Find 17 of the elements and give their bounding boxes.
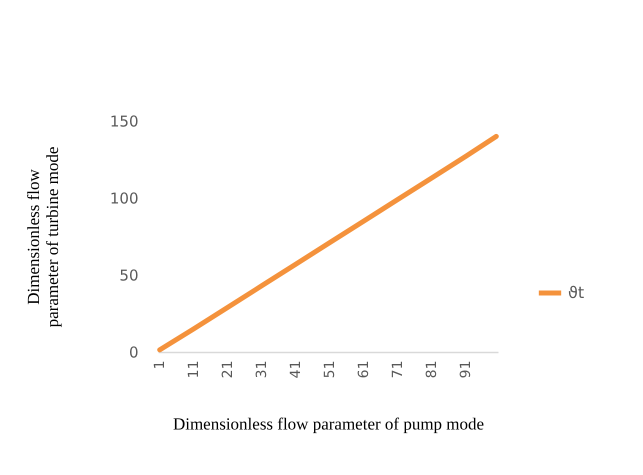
- x-tick-label: 51: [322, 360, 338, 378]
- y-tick-label: 100: [110, 190, 138, 208]
- x-tick-label: 61: [356, 360, 372, 378]
- x-axis-title: Dimensionless flow parameter of pump mode: [172, 414, 484, 434]
- x-tick-label: 21: [220, 360, 236, 378]
- x-tick-label: 11: [186, 360, 202, 378]
- y-tick-label: 50: [119, 266, 138, 284]
- x-tick-label: 91: [458, 360, 474, 378]
- x-tick-label: 81: [424, 360, 440, 378]
- x-tick-label: 1: [152, 360, 168, 370]
- y-tick-label: 150: [110, 112, 138, 130]
- x-tick-label: 71: [390, 360, 406, 378]
- y-tick-label: 0: [128, 344, 138, 362]
- y-axis-title: Dimensionless flow parameter of turbine mode: [24, 146, 62, 328]
- x-tick-label: 41: [288, 360, 304, 378]
- legend-label: ϑt: [568, 283, 584, 302]
- x-tick-label: 31: [254, 360, 270, 378]
